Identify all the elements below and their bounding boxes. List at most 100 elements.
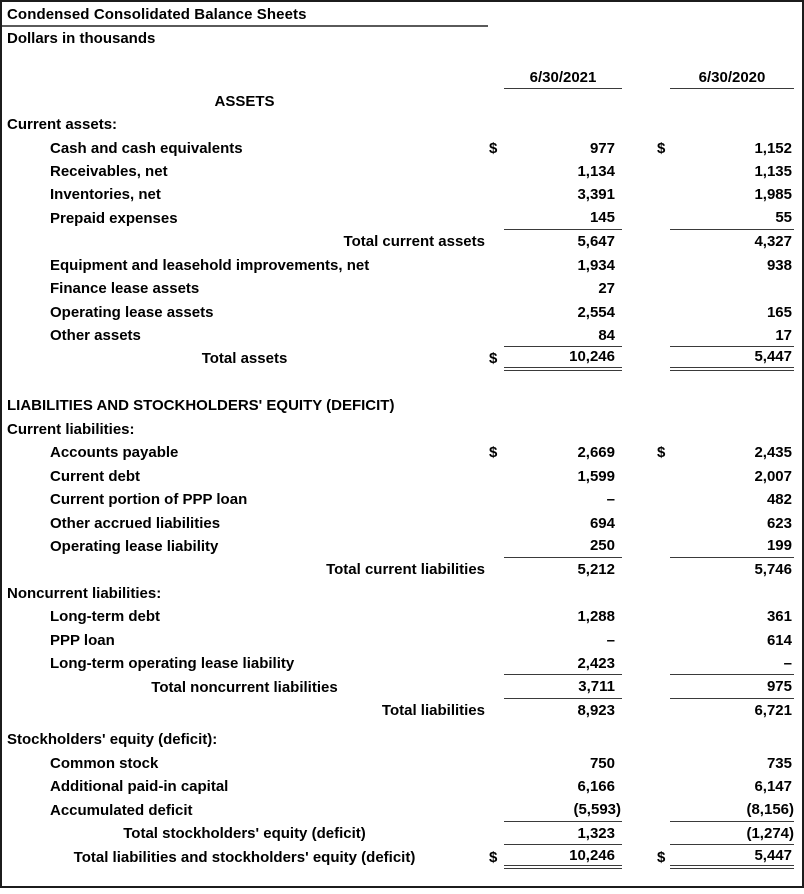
value-2020: 623: [766, 514, 792, 532]
table-row: Total liabilities 8,923 6,721: [2, 699, 802, 722]
currency-symbol-2021: [487, 254, 504, 277]
currency-symbol-2020: [655, 230, 670, 253]
row-label: Total assets: [201, 350, 288, 368]
currency-symbol-2020: [655, 183, 670, 206]
currency-symbol-2020: [655, 207, 670, 230]
currency-symbol-2021: $: [489, 848, 498, 866]
value-2021: 1,934: [577, 256, 615, 274]
table-row: Finance lease assets 27: [2, 277, 802, 300]
row-label: Total liabilities: [381, 702, 485, 720]
value-2020: 735: [766, 754, 792, 772]
column-gap: [622, 535, 655, 558]
table-row: Current portion of PPP loan – 482: [2, 488, 802, 511]
row-label: [2, 66, 487, 89]
value-2021: (5,593): [504, 799, 622, 822]
value-2020: 938: [766, 256, 792, 274]
column-gap: [622, 324, 655, 347]
sheet-rows: 6/30/2021 6/30/2020 ASSETS Current assets: C…: [2, 66, 802, 869]
currency-symbol-2020: [655, 699, 670, 722]
value-2020: [670, 418, 794, 441]
value-2020: 1,135: [754, 162, 792, 180]
value-2020: 1,985: [754, 186, 792, 204]
column-gap: [622, 183, 655, 206]
table-row: Current liabilities:: [2, 418, 802, 441]
row-label: Additional paid-in capital: [50, 778, 229, 796]
column-gap: [622, 488, 655, 511]
value-2021: 5,647: [577, 233, 615, 251]
column-gap: [622, 441, 655, 464]
title-block: Condensed Consolidated Balance Sheets: [2, 5, 488, 27]
value-2020: 975: [670, 675, 794, 699]
currency-symbol-2021: $: [489, 139, 498, 157]
value-2020: (8,156): [670, 799, 794, 822]
currency-symbol-2021: [487, 699, 504, 722]
currency-symbol-2021: [487, 89, 504, 112]
currency-symbol-2020: [655, 605, 670, 628]
currency-symbol-2021: [487, 394, 504, 417]
row-label: Other assets: [50, 327, 141, 345]
currency-symbol-2021: [487, 207, 504, 230]
currency-symbol-2020: [655, 558, 670, 581]
table-row: Inventories, net 3,391 1,985: [2, 183, 802, 206]
value-2020: 2,435: [754, 444, 792, 462]
value-2020: [670, 728, 794, 751]
currency-symbol-2020: [655, 511, 670, 534]
page-title: Condensed Consolidated Balance Sheets: [7, 6, 307, 23]
value-2021: 977: [589, 139, 615, 157]
row-label: LIABILITIES AND STOCKHOLDERS' EQUITY (DE…: [7, 397, 395, 415]
value-2020: 361: [766, 608, 792, 626]
currency-symbol-2020: [655, 728, 670, 751]
value-2021: [504, 582, 622, 605]
column-gap: [622, 652, 655, 675]
currency-symbol-2020: [655, 629, 670, 652]
row-label: Current portion of PPP loan: [50, 491, 248, 509]
table-row: Total assets $10,246 5,447: [2, 347, 802, 371]
table-row: Other accrued liabilities 694 623: [2, 511, 802, 534]
value-2021: 27: [598, 280, 615, 298]
table-row: Long-term debt 1,288 361: [2, 605, 802, 628]
table-row: Common stock 750 735: [2, 752, 802, 775]
table-row: Total noncurrent liabilities 3,711 975: [2, 675, 802, 699]
table-row: Other assets 84 17: [2, 324, 802, 348]
column-gap: [622, 675, 655, 698]
table-row: Total current liabilities 5,212 5,746: [2, 558, 802, 581]
currency-symbol-2021: [487, 558, 504, 581]
column-gap: [622, 66, 655, 89]
value-2021: 750: [589, 754, 615, 772]
table-row: LIABILITIES AND STOCKHOLDERS' EQUITY (DE…: [2, 394, 802, 417]
table-row: Cash and cash equivalents $977 $1,152: [2, 136, 802, 159]
row-label: Operating lease liability: [50, 537, 219, 555]
value-2021: [504, 394, 622, 417]
value-2020: 6,147: [754, 778, 792, 796]
column-gap: [622, 207, 655, 230]
currency-symbol-2020: [655, 582, 670, 605]
value-2020: [670, 277, 794, 300]
currency-symbol-2021: [487, 629, 504, 652]
currency-symbol-2020: [655, 324, 670, 347]
currency-symbol-2021: [487, 464, 504, 487]
value-2020: 4,327: [754, 233, 792, 251]
column-gap: [622, 775, 655, 798]
column-gap: [622, 511, 655, 534]
currency-symbol-2020: [655, 254, 670, 277]
value-2021: 84: [504, 324, 622, 348]
value-2020: 6,721: [754, 702, 792, 720]
currency-symbol-2020: [655, 775, 670, 798]
row-label: Long-term operating lease liability: [50, 655, 295, 673]
currency-symbol-2021: [487, 605, 504, 628]
value-2020: 55: [670, 207, 794, 231]
currency-symbol-2021: $: [489, 350, 498, 368]
value-2020: [670, 89, 794, 112]
value-2021: 10,246: [504, 845, 622, 869]
value-2020: (1,274): [670, 822, 794, 846]
value-2021: 1,134: [577, 162, 615, 180]
table-row: PPP loan – 614: [2, 629, 802, 652]
currency-symbol-2021: [487, 799, 504, 822]
value-2020: 5,447: [670, 347, 794, 371]
table-row: Total current assets 5,647 4,327: [2, 230, 802, 253]
value-2020: 199: [670, 535, 794, 559]
currency-symbol-2021: [487, 300, 504, 323]
value-2021: 1,323: [504, 822, 622, 846]
row-label: Total stockholders' equity (deficit): [123, 825, 366, 843]
value-2021: 5,212: [577, 561, 615, 579]
